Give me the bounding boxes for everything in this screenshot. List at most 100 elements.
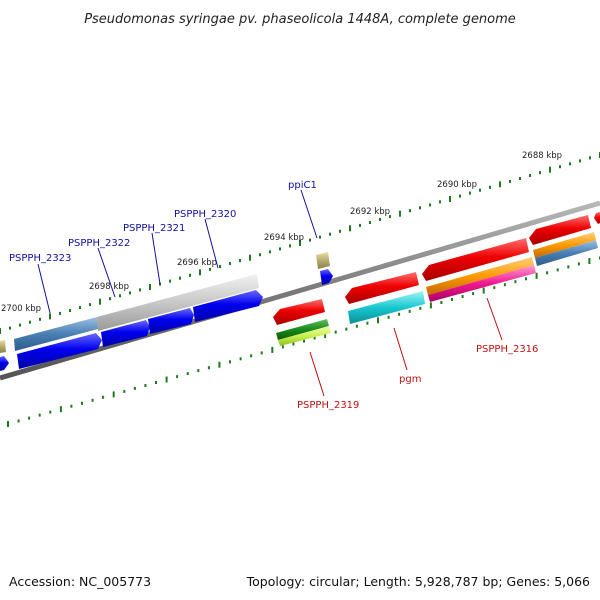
- gene-right-edge[interactable]: [594, 212, 600, 224]
- outer-scale-major-tick: [149, 284, 151, 290]
- scale-label-2698: 2698 kbp: [89, 282, 129, 292]
- gene-pspph-2322-block[interactable]: [17, 333, 102, 369]
- outer-scale-major-tick: [399, 210, 401, 217]
- gene-orange-right[interactable]: [533, 232, 596, 258]
- inner-scale-minor-tick: [229, 360, 231, 364]
- inner-scale-minor-tick: [176, 375, 179, 379]
- inner-scale-minor-tick: [577, 262, 580, 266]
- outer-scale-minor-tick: [459, 194, 461, 198]
- genome-summary-text: Topology: circular; Length: 5,928,787 bp…: [246, 574, 590, 589]
- leader-pspph-2316: [486, 297, 503, 341]
- gene-red-c[interactable]: [422, 238, 529, 281]
- inner-scale-major-tick: [59, 406, 62, 413]
- outer-scale-major-tick: [299, 240, 301, 246]
- outer-scale-minor-tick: [79, 306, 81, 309]
- inner-scale-minor-tick: [567, 265, 570, 269]
- inner-scale-minor-tick: [17, 419, 20, 423]
- leader-pspph-2321: [151, 232, 161, 285]
- outer-scale-minor-tick: [439, 200, 441, 204]
- label-pspph-2320[interactable]: PSPPH_2320: [174, 209, 236, 220]
- gene-pspph-2320[interactable]: [97, 274, 259, 331]
- outer-scale-minor-tick: [59, 311, 61, 315]
- outer-scale-minor-tick: [129, 291, 131, 295]
- outer-scale-minor-tick: [389, 215, 391, 219]
- outer-scale-minor-tick: [369, 221, 371, 224]
- outer-scale-major-tick: [349, 225, 351, 232]
- outer-scale-minor-tick: [239, 259, 241, 263]
- inner-scale-minor-tick: [387, 315, 390, 319]
- label-pspph-2323[interactable]: PSPPH_2323: [9, 253, 71, 264]
- outer-scale-major-tick: [49, 313, 51, 320]
- inner-scale-minor-tick: [503, 283, 506, 287]
- gene-steel-right[interactable]: [535, 240, 598, 266]
- leader-pspph-2323: [37, 263, 51, 314]
- forward-track-inner: [0, 269, 333, 371]
- inner-scale-minor-tick: [38, 413, 41, 417]
- outer-scale-minor-tick: [229, 262, 231, 265]
- gene-pgm[interactable]: [348, 291, 425, 324]
- accession-text: Accession: NC_005773: [9, 574, 151, 589]
- gene-pspph-2320-block[interactable]: [193, 290, 263, 322]
- gene-left-edge-khaki[interactable]: [0, 340, 6, 353]
- inner-scale-major-tick: [588, 258, 591, 264]
- gene-ppic1-arrow[interactable]: [320, 269, 333, 285]
- outer-scale-major-tick: [199, 269, 201, 276]
- label-ppic1[interactable]: ppiC1: [288, 180, 317, 191]
- inner-scale-minor-tick: [123, 389, 126, 393]
- scale-label-2692: 2692 kbp: [350, 207, 390, 217]
- inner-scale-minor-tick: [472, 292, 475, 296]
- gene-lime[interactable]: [278, 326, 331, 346]
- leader-pspph-2319: [309, 351, 325, 397]
- leader-pspph-2322: [97, 247, 116, 298]
- inner-scale-major-tick: [165, 376, 168, 383]
- gene-red-d[interactable]: [529, 215, 591, 245]
- leader-pspph-2320: [204, 218, 219, 269]
- inner-scale-major-tick: [112, 391, 115, 398]
- inner-scale-minor-tick: [49, 410, 52, 414]
- outer-scale-minor-tick: [519, 177, 521, 180]
- gene-pspph-2323[interactable]: [14, 317, 98, 351]
- inner-scale-minor-tick: [556, 268, 559, 272]
- gene-pspph-2316-pink[interactable]: [428, 265, 536, 302]
- outer-scale-minor-tick: [429, 203, 431, 207]
- outer-scale-minor-tick: [359, 223, 361, 227]
- outer-scale-minor-tick: [209, 267, 211, 271]
- outer-scale-minor-tick: [159, 282, 161, 286]
- inner-scale-minor-tick: [70, 404, 73, 408]
- inner-scale-minor-tick: [313, 336, 316, 340]
- label-pspph-2319[interactable]: PSPPH_2319: [297, 400, 359, 411]
- outer-scale-minor-tick: [169, 279, 171, 283]
- scale-label-2700: 2700 kbp: [1, 304, 41, 314]
- gene-pspph-2316-orange[interactable]: [426, 257, 534, 295]
- label-pspph-2322[interactable]: PSPPH_2322: [68, 238, 130, 249]
- outer-scale-minor-tick: [269, 250, 271, 254]
- inner-scale-minor-tick: [28, 416, 31, 420]
- reverse-track-inner: [276, 232, 598, 346]
- gene-pspph-2321-block[interactable]: [101, 320, 150, 347]
- gene-pspph-2321-b[interactable]: [148, 308, 194, 334]
- gene-left-edge-blue[interactable]: [0, 356, 9, 371]
- outer-scale-minor-tick: [479, 188, 481, 192]
- gene-pspph-2319[interactable]: [273, 299, 325, 325]
- inner-scale-minor-tick: [355, 324, 358, 328]
- inner-scale-minor-tick: [398, 312, 401, 316]
- scale-label-2688: 2688 kbp: [522, 151, 562, 161]
- inner-scale-minor-tick: [144, 384, 147, 387]
- outer-scale-minor-tick: [309, 238, 311, 242]
- gene-green[interactable]: [276, 319, 329, 340]
- outer-scale-minor-tick: [319, 235, 321, 239]
- outer-scale-minor-tick: [119, 294, 121, 298]
- outer-scale-minor-tick: [69, 309, 71, 312]
- outer-scale-major-tick: [499, 181, 501, 188]
- inner-scale-major-tick: [271, 346, 274, 353]
- label-pgm[interactable]: pgm: [399, 374, 421, 385]
- outer-scale-minor-tick: [39, 317, 41, 321]
- label-pspph-2321[interactable]: PSPPH_2321: [123, 223, 185, 234]
- outer-scale-minor-tick: [579, 159, 581, 163]
- inner-scale-minor-tick: [207, 366, 210, 370]
- label-pspph-2316[interactable]: PSPPH_2316: [476, 344, 538, 355]
- outer-scale-minor-tick: [189, 273, 191, 277]
- gene-ppic1[interactable]: [316, 252, 330, 269]
- outer-scale-minor-tick: [219, 265, 221, 268]
- gene-red-b[interactable]: [345, 272, 419, 304]
